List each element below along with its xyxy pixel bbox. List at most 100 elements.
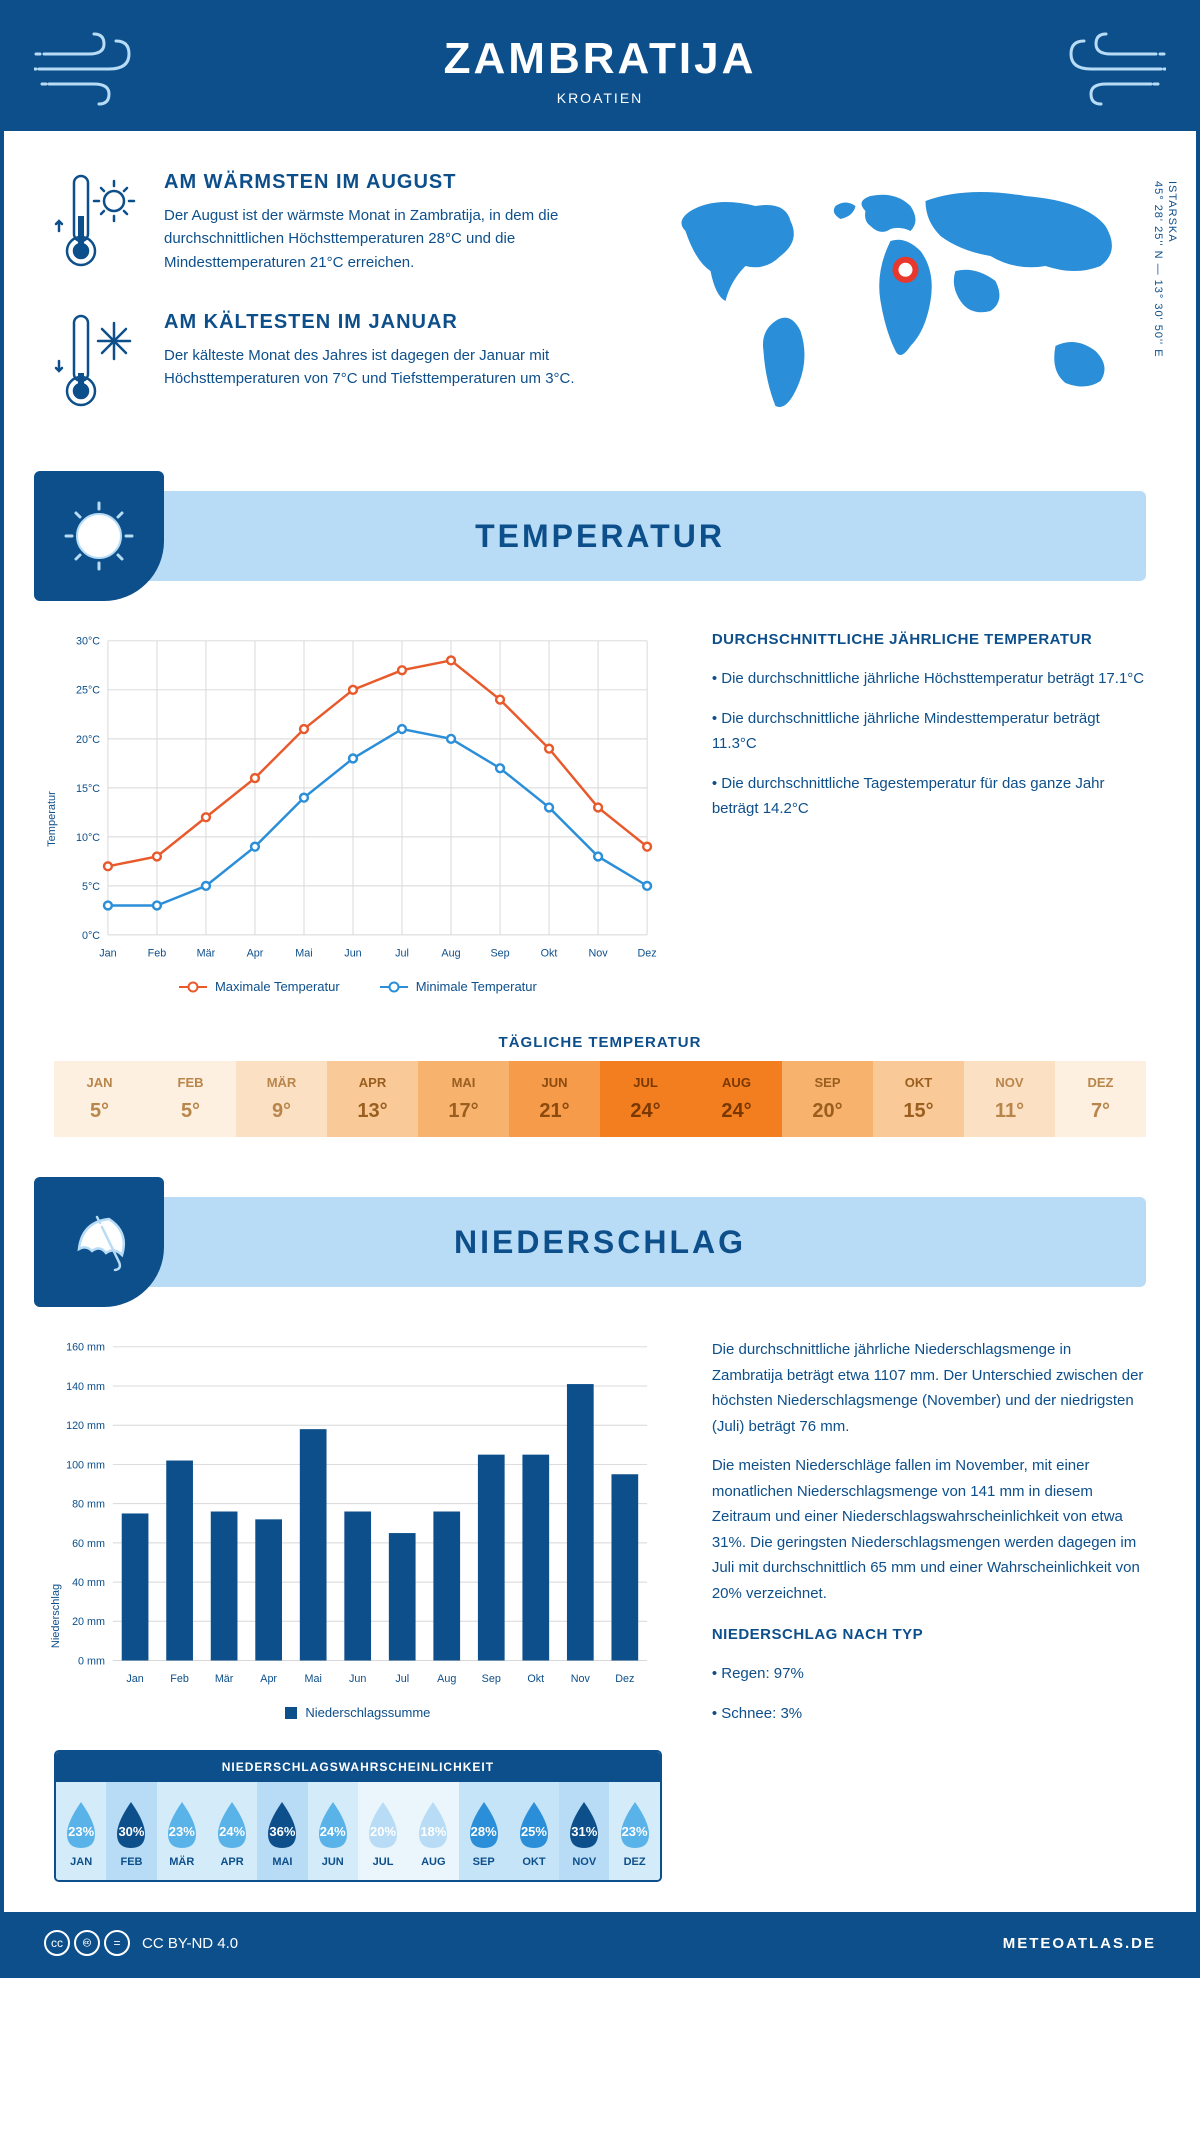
daily-temp-grid: JAN5°FEB5°MÄR9°APR13°MAI17°JUN21°JUL24°A… <box>4 1061 1196 1177</box>
svg-text:Apr: Apr <box>247 947 264 959</box>
precip-prob-cell: 25% OKT <box>509 1782 559 1880</box>
daily-temp-cell: APR13° <box>327 1061 418 1137</box>
world-map <box>645 171 1146 431</box>
precip-prob-cell: 30% FEB <box>106 1782 156 1880</box>
raindrop-icon: 18% <box>413 1800 453 1850</box>
svg-text:Mai: Mai <box>295 947 312 959</box>
temperature-section-header: TEMPERATUR <box>54 491 1146 581</box>
daily-temp-cell: OKT15° <box>873 1061 964 1137</box>
svg-text:Nov: Nov <box>588 947 608 959</box>
precip-section-header: NIEDERSCHLAG <box>54 1197 1146 1287</box>
raindrop-icon: 20% <box>363 1800 403 1850</box>
precip-prob-cell: 23% DEZ <box>609 1782 659 1880</box>
raindrop-icon: 36% <box>262 1800 302 1850</box>
svg-text:Jul: Jul <box>395 1673 409 1685</box>
precip-heading: NIEDERSCHLAG <box>454 1224 746 1261</box>
daily-temp-cell: JAN5° <box>54 1061 145 1137</box>
daily-temp-heading: TÄGLICHE TEMPERATUR <box>4 1024 1196 1061</box>
coords-label: 45° 28' 25'' N — 13° 30' 50'' E <box>1152 181 1164 358</box>
daily-temp-cell: MAI17° <box>418 1061 509 1137</box>
wind-icon-left <box>34 29 154 109</box>
svg-text:80 mm: 80 mm <box>72 1499 105 1511</box>
precip-bar-chart: 0 mm20 mm40 mm60 mm80 mm100 mm120 mm140 … <box>54 1337 662 1690</box>
svg-text:40 mm: 40 mm <box>72 1577 105 1589</box>
svg-text:120 mm: 120 mm <box>66 1420 105 1432</box>
svg-text:Aug: Aug <box>437 1673 456 1685</box>
svg-text:Mär: Mär <box>197 947 216 959</box>
thermometer-cold-icon <box>54 311 144 416</box>
svg-text:Sep: Sep <box>482 1673 501 1685</box>
temp-legend: Maximale Temperatur Minimale Temperatur <box>54 979 662 994</box>
svg-text:Feb: Feb <box>148 947 167 959</box>
warmest-fact: AM WÄRMSTEN IM AUGUST Der August ist der… <box>54 171 605 276</box>
raindrop-icon: 23% <box>615 1800 655 1850</box>
precip-prob-cell: 20% JUL <box>358 1782 408 1880</box>
temperature-heading: TEMPERATUR <box>475 518 725 555</box>
precip-p2: Die meisten Niederschläge fallen im Nove… <box>712 1453 1146 1606</box>
precip-chart-row: Niederschlag 0 mm20 mm40 mm60 mm80 mm100… <box>4 1287 1196 1912</box>
wind-icon-right <box>1046 29 1166 109</box>
region-label: ISTARSKA <box>1166 181 1178 243</box>
footer: cc🅭= CC BY-ND 4.0 METEOATLAS.DE <box>4 1912 1196 1974</box>
temp-avg-heading: DURCHSCHNITTLICHE JÄHRLICHE TEMPERATUR <box>712 631 1146 648</box>
precip-probability-panel: NIEDERSCHLAGSWAHRSCHEINLICHKEIT 23% JAN … <box>54 1750 662 1882</box>
raindrop-icon: 30% <box>111 1800 151 1850</box>
umbrella-icon <box>34 1177 164 1307</box>
raindrop-icon: 25% <box>514 1800 554 1850</box>
svg-text:Apr: Apr <box>260 1673 277 1685</box>
infographic-page: ZAMBRATIJA KROATIEN AM WÄRMSTEN IM AUGUS… <box>0 0 1200 1978</box>
svg-text:Jul: Jul <box>395 947 409 959</box>
precip-type-item: • Regen: 97% <box>712 1661 1146 1687</box>
daily-temp-cell: JUN21° <box>509 1061 600 1137</box>
svg-text:100 mm: 100 mm <box>66 1460 105 1472</box>
country-name: KROATIEN <box>24 90 1176 106</box>
precip-text-panel: Die durchschnittliche jährliche Niedersc… <box>712 1337 1146 1882</box>
coldest-text: Der kälteste Monat des Jahres ist dagege… <box>164 344 605 391</box>
precip-prob-cell: 24% APR <box>207 1782 257 1880</box>
svg-text:Nov: Nov <box>571 1673 591 1685</box>
sun-icon <box>34 471 164 601</box>
brand-text: METEOATLAS.DE <box>1003 1935 1156 1952</box>
thermometer-hot-icon <box>54 171 144 276</box>
legend-max: Maximale Temperatur <box>215 979 340 994</box>
raindrop-icon: 24% <box>212 1800 252 1850</box>
coldest-fact: AM KÄLTESTEN IM JANUAR Der kälteste Mona… <box>54 311 605 416</box>
legend-min: Minimale Temperatur <box>416 979 537 994</box>
precip-prob-cell: 31% NOV <box>559 1782 609 1880</box>
svg-text:20°C: 20°C <box>76 734 100 746</box>
svg-text:Mai: Mai <box>304 1673 321 1685</box>
place-name: ZAMBRATIJA <box>24 34 1176 84</box>
svg-text:Okt: Okt <box>541 947 558 959</box>
svg-text:Okt: Okt <box>527 1673 544 1685</box>
precip-type-heading: NIEDERSCHLAG NACH TYP <box>712 1626 1146 1643</box>
precip-ylabel: Niederschlag <box>50 1584 62 1648</box>
daily-temp-cell: AUG24° <box>691 1061 782 1137</box>
temp-avg-panel: DURCHSCHNITTLICHE JÄHRLICHE TEMPERATUR •… <box>712 631 1146 994</box>
raindrop-icon: 23% <box>162 1800 202 1850</box>
svg-text:30°C: 30°C <box>76 636 100 648</box>
svg-text:Jun: Jun <box>344 947 361 959</box>
raindrop-icon: 23% <box>61 1800 101 1850</box>
svg-text:20 mm: 20 mm <box>72 1617 105 1629</box>
svg-text:60 mm: 60 mm <box>72 1538 105 1550</box>
precip-prob-cell: 28% SEP <box>459 1782 509 1880</box>
intro-section: AM WÄRMSTEN IM AUGUST Der August ist der… <box>4 131 1196 491</box>
raindrop-icon: 24% <box>313 1800 353 1850</box>
svg-text:Dez: Dez <box>615 1673 634 1685</box>
svg-text:5°C: 5°C <box>82 881 100 893</box>
coldest-title: AM KÄLTESTEN IM JANUAR <box>164 311 605 334</box>
precip-prob-heading: NIEDERSCHLAGSWAHRSCHEINLICHKEIT <box>56 1752 660 1782</box>
svg-text:160 mm: 160 mm <box>66 1342 105 1354</box>
cc-icons: cc🅭= <box>44 1930 130 1956</box>
svg-text:Jan: Jan <box>126 1673 143 1685</box>
precip-legend: Niederschlagssumme <box>54 1705 662 1720</box>
temp-avg-item: • Die durchschnittliche jährliche Höchst… <box>712 666 1146 692</box>
header: ZAMBRATIJA KROATIEN <box>4 4 1196 131</box>
daily-temp-cell: FEB5° <box>145 1061 236 1137</box>
svg-text:0°C: 0°C <box>82 930 100 942</box>
daily-temp-cell: SEP20° <box>782 1061 873 1137</box>
daily-temp-cell: MÄR9° <box>236 1061 327 1137</box>
temp-avg-item: • Die durchschnittliche Tagestemperatur … <box>712 771 1146 822</box>
svg-text:15°C: 15°C <box>76 783 100 795</box>
warmest-text: Der August ist der wärmste Monat in Zamb… <box>164 204 605 274</box>
